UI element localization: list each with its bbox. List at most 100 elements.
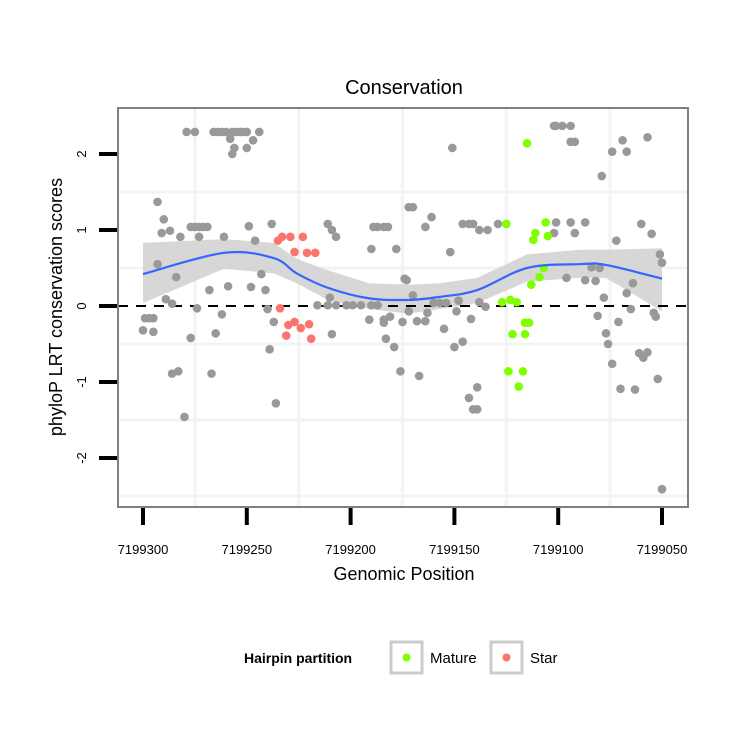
data-point-other	[383, 222, 393, 232]
data-point-mature	[531, 228, 540, 238]
data-point-other	[367, 300, 376, 310]
x-axis: 7199300 7199250 7199200 7199150 7199100 71990…	[118, 508, 687, 557]
data-point-mature	[502, 219, 511, 229]
data-point-other	[165, 226, 175, 236]
data-point-star	[302, 248, 312, 258]
data-point-other	[373, 300, 382, 310]
data-point-other	[427, 212, 436, 222]
data-point-other	[458, 219, 468, 229]
data-point-other	[612, 236, 621, 245]
data-point-other	[551, 121, 561, 131]
data-point-other	[472, 405, 482, 414]
data-point-other	[454, 296, 463, 305]
smooth-trend-line	[142, 250, 663, 302]
data-point-mature	[504, 367, 513, 376]
x-tick-label: 7199250	[221, 542, 272, 557]
data-point-mature	[514, 382, 524, 391]
data-point-other	[242, 143, 252, 153]
data-point-other	[225, 134, 235, 144]
data-point-other	[562, 273, 571, 283]
data-point-other	[630, 385, 640, 394]
data-point-other	[173, 367, 183, 376]
data-point-other	[398, 317, 407, 327]
data-point-star	[277, 232, 287, 242]
legend-title: Hairpin partition	[244, 650, 352, 666]
data-point-other	[651, 312, 661, 321]
y-axis: -2 -1 0 1 2	[74, 150, 117, 464]
data-point-other	[367, 244, 376, 254]
data-point-other	[157, 228, 166, 238]
data-point-mature	[512, 297, 521, 307]
data-point-other	[248, 136, 258, 145]
data-point-other	[342, 300, 351, 310]
data-point-star	[304, 319, 314, 329]
data-point-other	[207, 369, 216, 378]
x-tick-label: 7199100	[533, 542, 584, 557]
data-point-other	[614, 317, 623, 327]
data-point-other	[429, 298, 438, 308]
data-point-other	[271, 398, 281, 408]
panel-border	[117, 107, 689, 508]
y-tick-label: -2	[74, 452, 89, 464]
data-point-other	[464, 393, 474, 403]
data-point-other	[628, 278, 638, 288]
legend-label-mature: Mature	[430, 650, 477, 667]
data-point-mature	[541, 218, 551, 227]
data-point-mature	[543, 231, 553, 241]
data-point-other	[657, 258, 667, 267]
data-point-other	[327, 329, 337, 339]
data-point-other	[331, 300, 341, 310]
data-point-other	[452, 307, 461, 316]
data-point-other	[450, 342, 459, 352]
data-point-other	[408, 202, 418, 212]
data-point-other	[580, 218, 590, 227]
data-point-mature	[535, 272, 544, 282]
data-point-other	[327, 225, 337, 235]
data-point-other	[616, 384, 625, 394]
data-point-other	[391, 244, 401, 254]
data-point-other	[325, 293, 335, 302]
x-tick-label: 7199300	[118, 542, 169, 557]
data-point-other	[566, 121, 575, 131]
data-point-star	[290, 317, 299, 327]
data-point-other	[636, 219, 646, 229]
legend-dot-star	[502, 653, 511, 662]
data-point-other	[655, 250, 665, 259]
data-point-other	[250, 236, 260, 245]
data-point-other	[607, 147, 617, 157]
data-point-other	[402, 275, 411, 285]
y-tick-label: 2	[74, 150, 89, 157]
y-tick-label: 0	[74, 302, 89, 309]
data-point-star	[286, 232, 295, 242]
data-point-mature	[520, 329, 530, 339]
data-point-other	[622, 288, 632, 298]
data-point-other	[580, 275, 590, 285]
data-point-other	[211, 329, 220, 338]
data-point-other	[153, 259, 162, 269]
data-point-star	[281, 331, 291, 340]
data-point-mature	[497, 297, 507, 307]
data-point-other	[653, 374, 663, 384]
data-point-other	[601, 329, 611, 338]
data-point-other	[182, 127, 191, 137]
data-point-other	[161, 294, 171, 304]
data-point-other	[265, 345, 274, 354]
data-point-other	[593, 311, 602, 321]
x-tick-label: 7199200	[325, 542, 376, 557]
data-point-star	[298, 232, 308, 242]
data-point-other	[414, 371, 424, 381]
data-point-other	[221, 127, 231, 137]
data-point-other	[149, 327, 158, 337]
data-point-other	[466, 314, 476, 324]
data-point-other	[192, 303, 202, 313]
data-point-other	[180, 412, 189, 422]
y-tick-label: 1	[74, 226, 89, 233]
data-point-other	[603, 339, 613, 349]
data-point-other	[385, 312, 395, 321]
data-point-other	[331, 232, 341, 242]
data-point-other	[254, 127, 264, 137]
data-point-other	[396, 367, 405, 376]
data-point-other	[412, 316, 422, 326]
data-point-other	[242, 127, 252, 137]
